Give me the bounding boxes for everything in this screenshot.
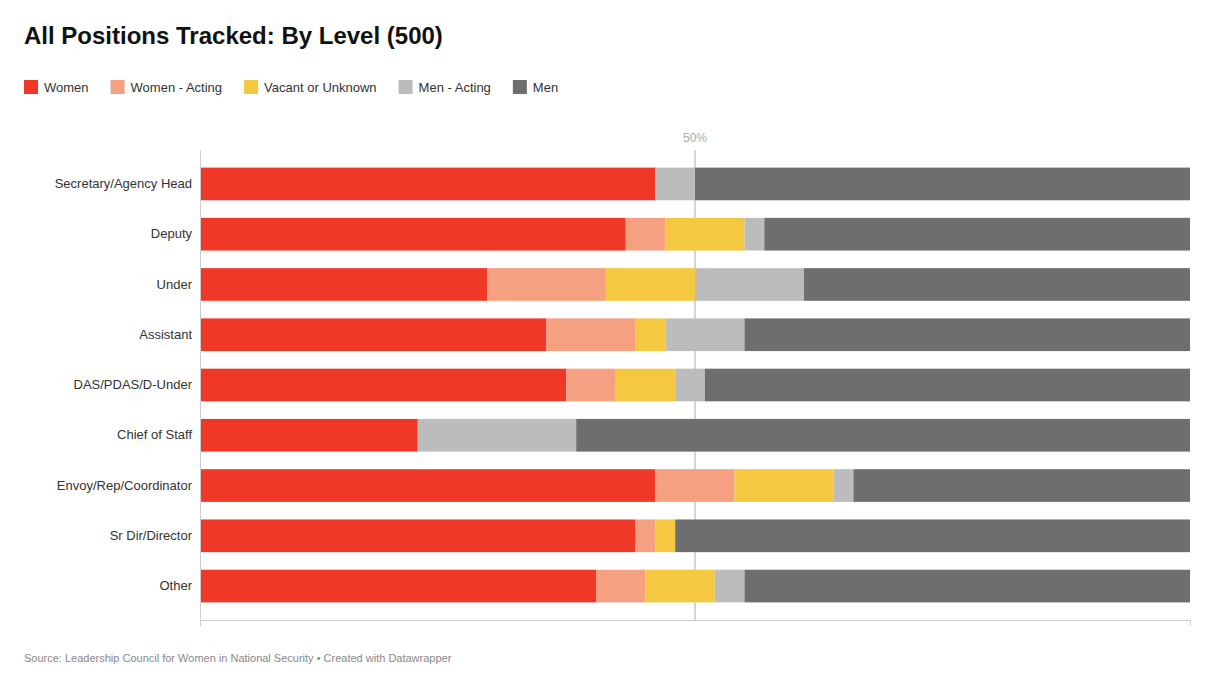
bar: [626, 218, 666, 251]
bar: [735, 469, 834, 502]
bar: [804, 268, 1190, 301]
legend-label: Women - Acting: [131, 80, 223, 95]
bar: [576, 419, 1190, 452]
bar: [566, 369, 616, 402]
bar-series: [576, 168, 1190, 603]
bar: [665, 318, 744, 351]
legend-swatch: [513, 80, 527, 94]
bar: [646, 570, 715, 603]
bar: [606, 268, 695, 301]
y-tick-label: Under: [157, 277, 193, 292]
y-tick: Chief of Staff: [117, 427, 200, 442]
plot: 50% Secretary/Agency Head Deputy Under Assis…: [55, 131, 1191, 626]
legend-swatch: [24, 80, 38, 94]
legend-swatch: [399, 80, 413, 94]
title: All Positions Tracked: By Level (500): [24, 22, 443, 49]
y-axis-line: [200, 151, 201, 621]
y-tick-label: Deputy: [151, 226, 193, 241]
bar: [200, 168, 655, 201]
x-axis: [201, 621, 1191, 627]
bar: [675, 369, 705, 402]
y-tick-label: Assistant: [139, 327, 192, 342]
bar: [200, 318, 547, 351]
bar: [418, 419, 576, 452]
y-tick-label: Chief of Staff: [117, 427, 192, 442]
y-tick-label: Secretary/Agency Head: [55, 176, 192, 191]
bar: [200, 570, 596, 603]
y-tick: DAS/PDAS/D-Under: [74, 377, 200, 392]
legend-label: Men: [533, 80, 558, 95]
bar: [705, 369, 1190, 402]
y-tick: Other: [159, 578, 200, 593]
bar: [636, 519, 656, 552]
chart: All Positions Tracked: By Level (500) Wom…: [0, 0, 1220, 676]
bar: [636, 318, 666, 351]
bar: [655, 469, 734, 502]
source-note: Source: Leadership Council for Women in …: [24, 652, 452, 664]
y-tick-label: Other: [159, 578, 192, 593]
reference-label: 50%: [683, 131, 707, 145]
bar: [487, 268, 606, 301]
y-tick: Deputy: [151, 226, 200, 241]
bar: [665, 218, 744, 251]
bar: [200, 519, 636, 552]
bar: [675, 519, 1190, 552]
bar: [695, 168, 1190, 201]
bar: [695, 268, 804, 301]
y-tick: Sr Dir/Director: [110, 528, 200, 543]
legend-swatch: [111, 80, 125, 94]
legend-label: Men - Acting: [419, 80, 491, 95]
bar: [745, 318, 1191, 351]
bar: [655, 519, 675, 552]
bar: [715, 570, 745, 603]
y-tick: Secretary/Agency Head: [55, 176, 200, 191]
legend-label: Women: [44, 80, 89, 95]
bar: [200, 419, 418, 452]
y-axis: Secretary/Agency Head Deputy Under Assistan…: [55, 151, 201, 621]
y-tick-label: DAS/PDAS/D-Under: [74, 377, 193, 392]
bar: [655, 168, 695, 201]
y-tick: Envoy/Rep/Coordinator: [57, 478, 200, 493]
bar: [745, 570, 1191, 603]
bar: [834, 469, 854, 502]
bar: [547, 318, 636, 351]
bar: [596, 570, 646, 603]
bar: [200, 218, 626, 251]
bar: [853, 469, 1190, 502]
legend: Women Women - Acting Vacant or Unknown Men …: [24, 80, 558, 95]
y-tick-label: Envoy/Rep/Coordinator: [57, 478, 193, 493]
legend-label: Vacant or Unknown: [264, 80, 377, 95]
marks: [200, 150, 1190, 620]
bar: [616, 369, 675, 402]
bar: [200, 369, 566, 402]
x-axis-line: [201, 621, 1191, 627]
y-tick: Under: [157, 277, 200, 292]
legend-item: Men - Acting: [399, 80, 491, 95]
bar-series: [200, 168, 655, 603]
bar: [764, 218, 1190, 251]
legend-swatch: [244, 80, 258, 94]
bar: [745, 218, 765, 251]
y-tick: Assistant: [139, 327, 200, 342]
y-tick-label: Sr Dir/Director: [110, 528, 193, 543]
bar: [200, 469, 655, 502]
bar: [200, 268, 487, 301]
legend-item: Men: [513, 80, 558, 95]
legend-item: Women - Acting: [111, 80, 223, 95]
legend-item: Vacant or Unknown: [244, 80, 377, 95]
legend-item: Women: [24, 80, 89, 95]
